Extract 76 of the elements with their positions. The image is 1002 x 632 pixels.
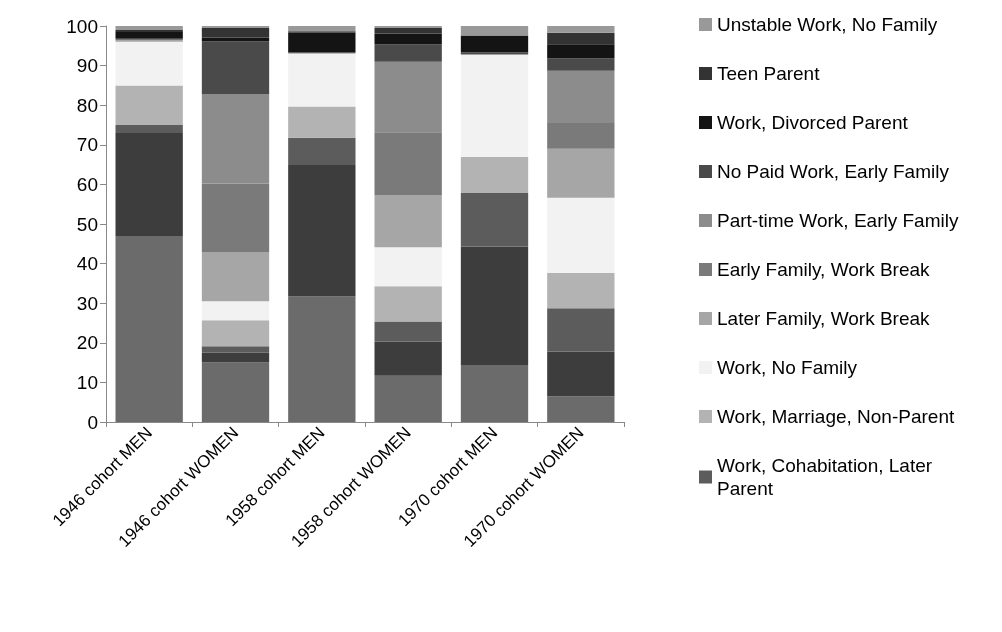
bar: [547, 123, 615, 149]
bar: [547, 26, 615, 33]
bar: [288, 165, 356, 297]
bar: [460, 54, 529, 158]
bar: [115, 41, 183, 86]
legend-label: Work, Divorced Parent: [717, 112, 909, 133]
y-tick-label: 80: [76, 94, 98, 116]
bar: [547, 70, 615, 124]
y-tick-label: 30: [76, 292, 98, 314]
bar: [547, 58, 615, 71]
y-tick-label: 40: [76, 253, 98, 275]
y-tick-label: 10: [76, 371, 98, 393]
bar: [460, 52, 529, 55]
bar: [115, 31, 183, 38]
legend-label: Teen Parent: [717, 63, 821, 84]
bar: [374, 33, 442, 45]
bar: [288, 53, 356, 107]
bar: [115, 235, 183, 422]
bar: [547, 273, 615, 309]
bar: [374, 286, 442, 322]
legend-label: Work, Cohabitation, Later Parent: [717, 455, 938, 499]
bar: [547, 148, 615, 198]
bar: [374, 44, 442, 62]
bar: [201, 37, 270, 42]
bar: [547, 197, 615, 274]
y-tick-label: 70: [76, 134, 98, 156]
bar: [460, 193, 529, 247]
bar: [201, 27, 270, 38]
bar: [374, 341, 442, 376]
bar: [460, 26, 529, 36]
bar: [547, 351, 615, 397]
bar: [115, 85, 183, 125]
y-tick-label: 90: [76, 55, 98, 77]
bar: [547, 308, 615, 352]
bar: [460, 157, 529, 194]
bar: [374, 27, 442, 34]
bar: [288, 296, 356, 422]
bar: [374, 61, 442, 133]
bar: [201, 94, 270, 184]
bar: [201, 183, 270, 253]
bar: [288, 106, 356, 138]
bar: [201, 352, 270, 363]
legend-label: Later Family, Work Break: [717, 308, 931, 329]
bar: [374, 247, 442, 287]
bar: [460, 35, 529, 53]
bar: [288, 137, 356, 165]
legend-label: No Paid Work, Early Family: [717, 161, 950, 182]
bar: [201, 301, 270, 321]
bar: [460, 246, 529, 365]
legend-label: Work, No Family: [717, 357, 858, 378]
legend-label: Part-time Work, Early Family: [717, 210, 959, 231]
bar: [201, 362, 270, 422]
bar: [547, 44, 615, 59]
bar: [460, 364, 529, 422]
legend-label: Work, Marriage, Non-Parent: [717, 406, 955, 427]
y-tick-label: 0: [87, 411, 98, 433]
y-tick-label: 50: [76, 213, 98, 235]
bar: [201, 252, 270, 302]
bar: [115, 132, 183, 236]
bar: [374, 132, 442, 196]
y-tick-label: 60: [76, 173, 98, 195]
bar: [201, 320, 270, 347]
legend-label: Unstable Work, No Family: [717, 14, 938, 35]
bar: [288, 32, 356, 53]
bar: [547, 32, 615, 45]
bar: [374, 375, 442, 422]
bar: [201, 346, 270, 353]
bar: [115, 125, 183, 133]
bar: [547, 396, 615, 422]
y-tick-label: 20: [76, 332, 98, 354]
legend-label: Early Family, Work Break: [717, 259, 931, 280]
bar: [288, 26, 356, 32]
bar: [374, 321, 442, 342]
bar: [201, 41, 270, 95]
y-tick-label: 100: [66, 15, 98, 37]
bar: [374, 195, 442, 248]
